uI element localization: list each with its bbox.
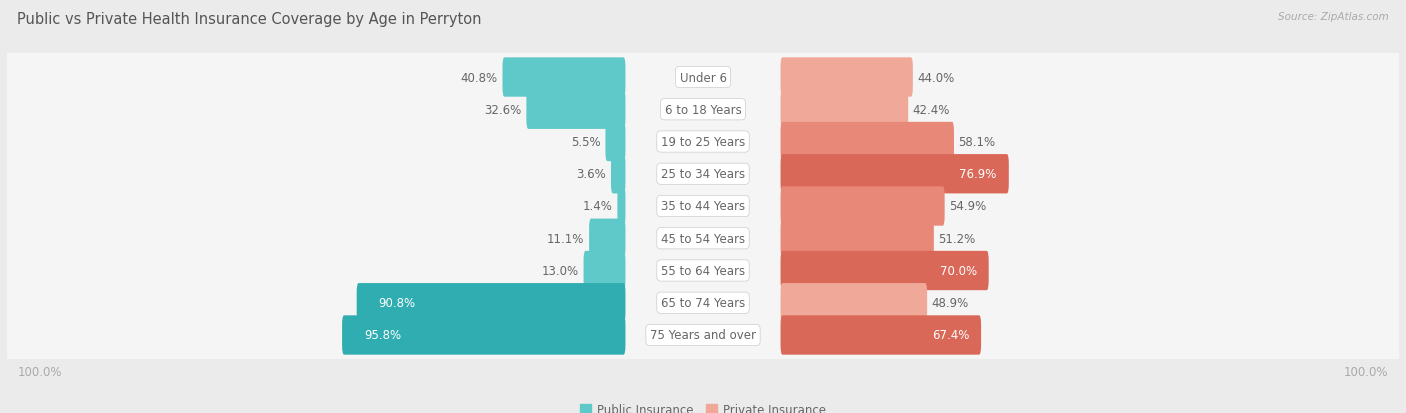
- FancyBboxPatch shape: [780, 219, 934, 258]
- Text: 55 to 64 Years: 55 to 64 Years: [661, 264, 745, 277]
- FancyBboxPatch shape: [502, 58, 626, 97]
- Text: 44.0%: 44.0%: [918, 71, 955, 84]
- Text: 1.4%: 1.4%: [583, 200, 613, 213]
- FancyBboxPatch shape: [780, 316, 981, 355]
- Text: 67.4%: 67.4%: [932, 329, 969, 342]
- FancyBboxPatch shape: [780, 58, 912, 97]
- Text: 76.9%: 76.9%: [959, 168, 997, 181]
- Text: 75 Years and over: 75 Years and over: [650, 329, 756, 342]
- FancyBboxPatch shape: [6, 294, 1400, 377]
- FancyBboxPatch shape: [6, 69, 1400, 152]
- Text: 5.5%: 5.5%: [571, 136, 600, 149]
- FancyBboxPatch shape: [780, 155, 1008, 194]
- Text: Public vs Private Health Insurance Coverage by Age in Perryton: Public vs Private Health Insurance Cover…: [17, 12, 481, 27]
- Text: 58.1%: 58.1%: [959, 136, 995, 149]
- Text: 32.6%: 32.6%: [485, 104, 522, 116]
- Text: 95.8%: 95.8%: [364, 329, 401, 342]
- FancyBboxPatch shape: [612, 155, 626, 194]
- FancyBboxPatch shape: [780, 123, 955, 162]
- Text: 70.0%: 70.0%: [939, 264, 977, 277]
- FancyBboxPatch shape: [617, 187, 626, 226]
- Text: 6 to 18 Years: 6 to 18 Years: [665, 104, 741, 116]
- FancyBboxPatch shape: [6, 261, 1400, 344]
- Text: 65 to 74 Years: 65 to 74 Years: [661, 297, 745, 309]
- Text: 13.0%: 13.0%: [541, 264, 579, 277]
- FancyBboxPatch shape: [606, 123, 626, 162]
- Text: Source: ZipAtlas.com: Source: ZipAtlas.com: [1278, 12, 1389, 22]
- Text: 45 to 54 Years: 45 to 54 Years: [661, 232, 745, 245]
- FancyBboxPatch shape: [6, 197, 1400, 280]
- FancyBboxPatch shape: [780, 90, 908, 130]
- Text: 40.8%: 40.8%: [461, 71, 498, 84]
- FancyBboxPatch shape: [780, 251, 988, 290]
- FancyBboxPatch shape: [6, 229, 1400, 312]
- FancyBboxPatch shape: [6, 101, 1400, 184]
- FancyBboxPatch shape: [6, 36, 1400, 119]
- Text: 25 to 34 Years: 25 to 34 Years: [661, 168, 745, 181]
- FancyBboxPatch shape: [583, 251, 626, 290]
- FancyBboxPatch shape: [6, 133, 1400, 216]
- FancyBboxPatch shape: [780, 283, 927, 323]
- Text: 42.4%: 42.4%: [912, 104, 950, 116]
- Text: 35 to 44 Years: 35 to 44 Years: [661, 200, 745, 213]
- Text: 3.6%: 3.6%: [576, 168, 606, 181]
- Legend: Public Insurance, Private Insurance: Public Insurance, Private Insurance: [575, 398, 831, 413]
- FancyBboxPatch shape: [342, 316, 626, 355]
- Text: 51.2%: 51.2%: [938, 232, 976, 245]
- FancyBboxPatch shape: [526, 90, 626, 130]
- Text: 11.1%: 11.1%: [547, 232, 585, 245]
- FancyBboxPatch shape: [780, 187, 945, 226]
- Text: 48.9%: 48.9%: [932, 297, 969, 309]
- Text: 54.9%: 54.9%: [949, 200, 987, 213]
- FancyBboxPatch shape: [589, 219, 626, 258]
- Text: Under 6: Under 6: [679, 71, 727, 84]
- FancyBboxPatch shape: [357, 283, 626, 323]
- Text: 90.8%: 90.8%: [378, 297, 416, 309]
- FancyBboxPatch shape: [6, 165, 1400, 248]
- Text: 19 to 25 Years: 19 to 25 Years: [661, 136, 745, 149]
